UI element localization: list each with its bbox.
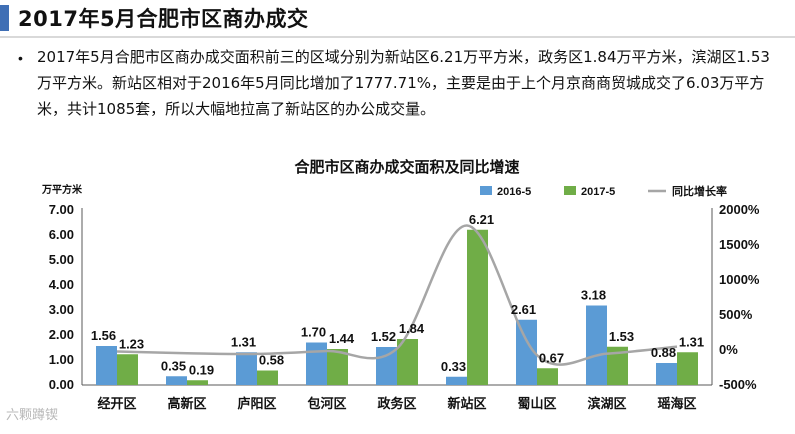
y2-tick-label: 0%	[719, 342, 738, 357]
y-tick-label: 1.00	[49, 352, 74, 367]
data-label-2016-5: 0.33	[441, 359, 466, 374]
data-label-2017-5: 0.58	[259, 353, 284, 368]
data-label-2016-5: 1.52	[371, 329, 396, 344]
y-tick-label: 5.00	[49, 252, 74, 267]
growth-rate-line	[116, 224, 678, 366]
bar-2016-5	[96, 346, 117, 385]
data-label-2017-5: 1.84	[399, 321, 425, 336]
bar-2016-5	[446, 376, 467, 385]
category-label: 滨湖区	[587, 396, 626, 412]
data-label-2017-5: 6.21	[469, 212, 494, 227]
y2-tick-label: 500%	[719, 307, 753, 322]
header-bar: 2017年5月合肥市区商办成交	[0, 0, 795, 38]
category-label: 瑶海区	[657, 396, 696, 412]
bar-2016-5	[516, 319, 537, 385]
bar-2017-5	[467, 229, 488, 385]
bar-2016-5	[376, 347, 397, 385]
y-tick-label: 6.00	[49, 227, 74, 242]
legend-swatch-2017-5	[564, 186, 576, 195]
data-label-2016-5: 1.56	[91, 328, 116, 343]
category-label: 庐阳区	[237, 396, 276, 412]
data-label-2016-5: 1.31	[231, 334, 256, 349]
legend-label-2017-5: 2017-5	[581, 186, 615, 198]
bar-2017-5	[677, 352, 698, 385]
title-divider	[0, 36, 795, 38]
data-label-2016-5: 1.70	[301, 325, 326, 340]
data-label-2017-5: 0.67	[539, 350, 564, 365]
y-tick-label: 2.00	[49, 327, 74, 342]
legend-swatch-2016-5	[480, 186, 492, 195]
data-label-2016-5: 2.61	[511, 302, 536, 317]
summary-paragraph: 2017年5月合肥市区商办成交面积前三的区域分别为新站区6.21万平方米，政务区…	[37, 48, 770, 118]
bar-2016-5	[166, 376, 187, 385]
bar-2017-5	[607, 346, 628, 385]
bullet-icon: •	[18, 50, 23, 66]
bar-2017-5	[397, 339, 418, 385]
watermark-text: 六颗蹲锲	[6, 408, 59, 423]
chart-title: 合肥市区商办成交面积及同比增速	[293, 158, 519, 176]
data-label-2016-5: 3.18	[581, 288, 606, 303]
y-axis-unit-label: 万平方米	[41, 183, 83, 196]
category-label: 经开区	[97, 396, 136, 412]
data-label-2017-5: 0.19	[189, 362, 214, 377]
bar-2016-5	[656, 363, 677, 385]
y-tick-label: 0.00	[49, 377, 74, 392]
bar-2016-5	[236, 352, 257, 385]
data-label-2017-5: 1.23	[119, 336, 144, 351]
y2-tick-label: -500%	[719, 377, 757, 392]
bar-2016-5	[586, 305, 607, 385]
category-label: 高新区	[167, 396, 206, 412]
legend-label-growth-rate: 同比增长率	[672, 184, 727, 198]
y-tick-label: 4.00	[49, 277, 74, 292]
category-label: 政务区	[377, 396, 416, 412]
bar-2017-5	[537, 368, 558, 385]
legend-label-2016-5: 2016-5	[497, 186, 531, 198]
data-label-2017-5: 1.44	[329, 331, 355, 346]
y2-tick-label: 2000%	[719, 202, 760, 217]
title-accent-block	[0, 5, 9, 31]
data-label-2017-5: 1.31	[679, 334, 704, 349]
bar-2017-5	[327, 349, 348, 385]
bar-2016-5	[306, 342, 327, 385]
y-tick-label: 3.00	[49, 302, 74, 317]
data-label-2016-5: 0.88	[651, 345, 676, 360]
data-label-2017-5: 1.53	[609, 329, 634, 344]
bar-2017-5	[187, 380, 208, 385]
y2-tick-label: 1000%	[719, 272, 760, 287]
category-label: 蜀山区	[517, 396, 556, 412]
y-tick-label: 7.00	[49, 202, 74, 217]
page-title: 2017年5月合肥市区商办成交	[18, 7, 309, 31]
bar-2017-5	[117, 354, 138, 385]
data-label-2016-5: 0.35	[161, 358, 186, 373]
category-label: 新站区	[447, 396, 486, 412]
y2-tick-label: 1500%	[719, 237, 760, 252]
category-label: 包河区	[307, 396, 346, 412]
bar-2017-5	[257, 370, 278, 385]
